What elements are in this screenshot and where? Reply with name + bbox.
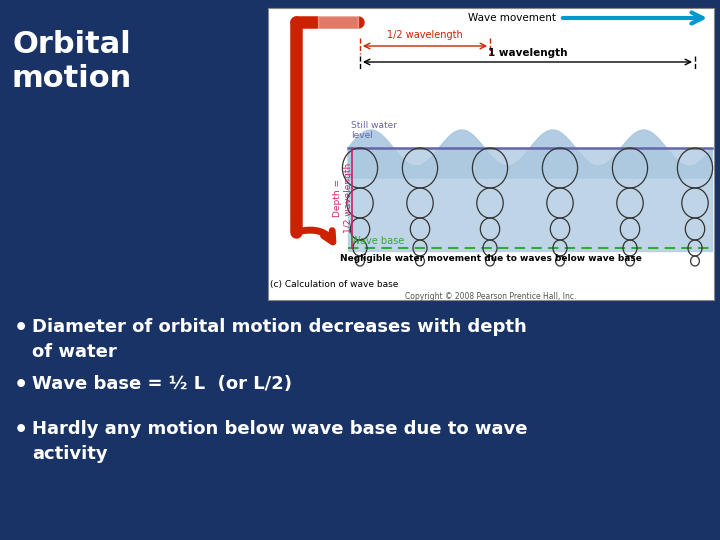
Text: Wave base = ½ L  (or L/2): Wave base = ½ L (or L/2) [32, 375, 292, 393]
Text: Depth =
1/2 wavelength: Depth = 1/2 wavelength [333, 163, 353, 233]
Text: Still water
level: Still water level [351, 120, 397, 140]
Text: 1 wavelength: 1 wavelength [487, 48, 567, 58]
Text: Wave base: Wave base [351, 236, 404, 246]
Text: Orbital
motion: Orbital motion [12, 30, 132, 92]
Text: Diameter of orbital motion decreases with depth
of water: Diameter of orbital motion decreases wit… [32, 318, 527, 361]
Polygon shape [348, 130, 712, 178]
Polygon shape [348, 148, 712, 251]
Text: Copyright © 2008 Pearson Prentice Hall, Inc.: Copyright © 2008 Pearson Prentice Hall, … [405, 292, 577, 301]
Text: Negligible water movement due to waves below wave base: Negligible water movement due to waves b… [340, 254, 642, 263]
Text: 1/2 wavelength: 1/2 wavelength [387, 30, 463, 40]
Text: •: • [14, 318, 28, 338]
Text: (c) Calculation of wave base: (c) Calculation of wave base [270, 280, 398, 289]
Text: •: • [14, 375, 28, 395]
Text: •: • [14, 420, 28, 440]
Bar [268, 8, 714, 300]
Text: Wave movement: Wave movement [468, 13, 556, 23]
Text: Hardly any motion below wave base due to wave
activity: Hardly any motion below wave base due to… [32, 420, 528, 463]
